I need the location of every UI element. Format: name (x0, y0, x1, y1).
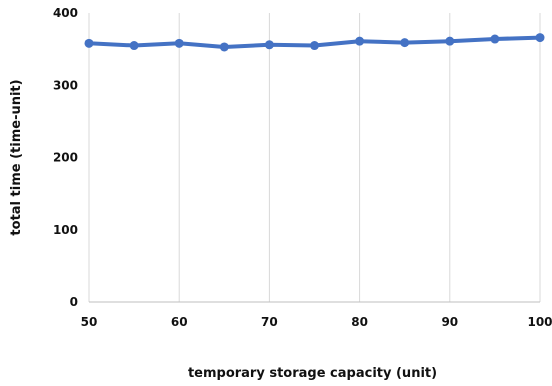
y-tick-label: 100 (53, 223, 78, 237)
x-tick-label: 90 (441, 315, 458, 329)
grid-layer (88, 13, 541, 302)
data-point (219, 42, 229, 52)
y-tick-label: 0 (70, 295, 78, 309)
y-tick-label: 400 (53, 6, 78, 20)
x-tick-label: 80 (351, 315, 368, 329)
data-point (490, 34, 500, 44)
x-tick-label: 60 (171, 315, 188, 329)
data-point (84, 38, 94, 48)
data-point (310, 41, 319, 51)
y-tick-label: 300 (53, 78, 78, 92)
y-axis-tick-labels: 0 100 200 300 400 (53, 6, 78, 309)
data-point (129, 41, 139, 51)
x-tick-label: 100 (527, 315, 552, 329)
data-point (174, 38, 184, 48)
series-layer (84, 33, 545, 52)
x-tick-label: 70 (261, 315, 278, 329)
data-point (400, 38, 410, 48)
data-point (535, 33, 545, 43)
y-tick-label: 200 (53, 151, 78, 165)
data-point (445, 36, 455, 46)
y-axis-title: total time (time-unit) (9, 79, 24, 235)
x-axis-tick-labels: 50 60 70 80 90 100 (81, 315, 552, 329)
x-tick-label: 50 (81, 315, 98, 329)
x-axis-title: temporary storage capacity (unit) (188, 366, 437, 381)
data-point (264, 40, 274, 50)
data-point (355, 36, 365, 46)
